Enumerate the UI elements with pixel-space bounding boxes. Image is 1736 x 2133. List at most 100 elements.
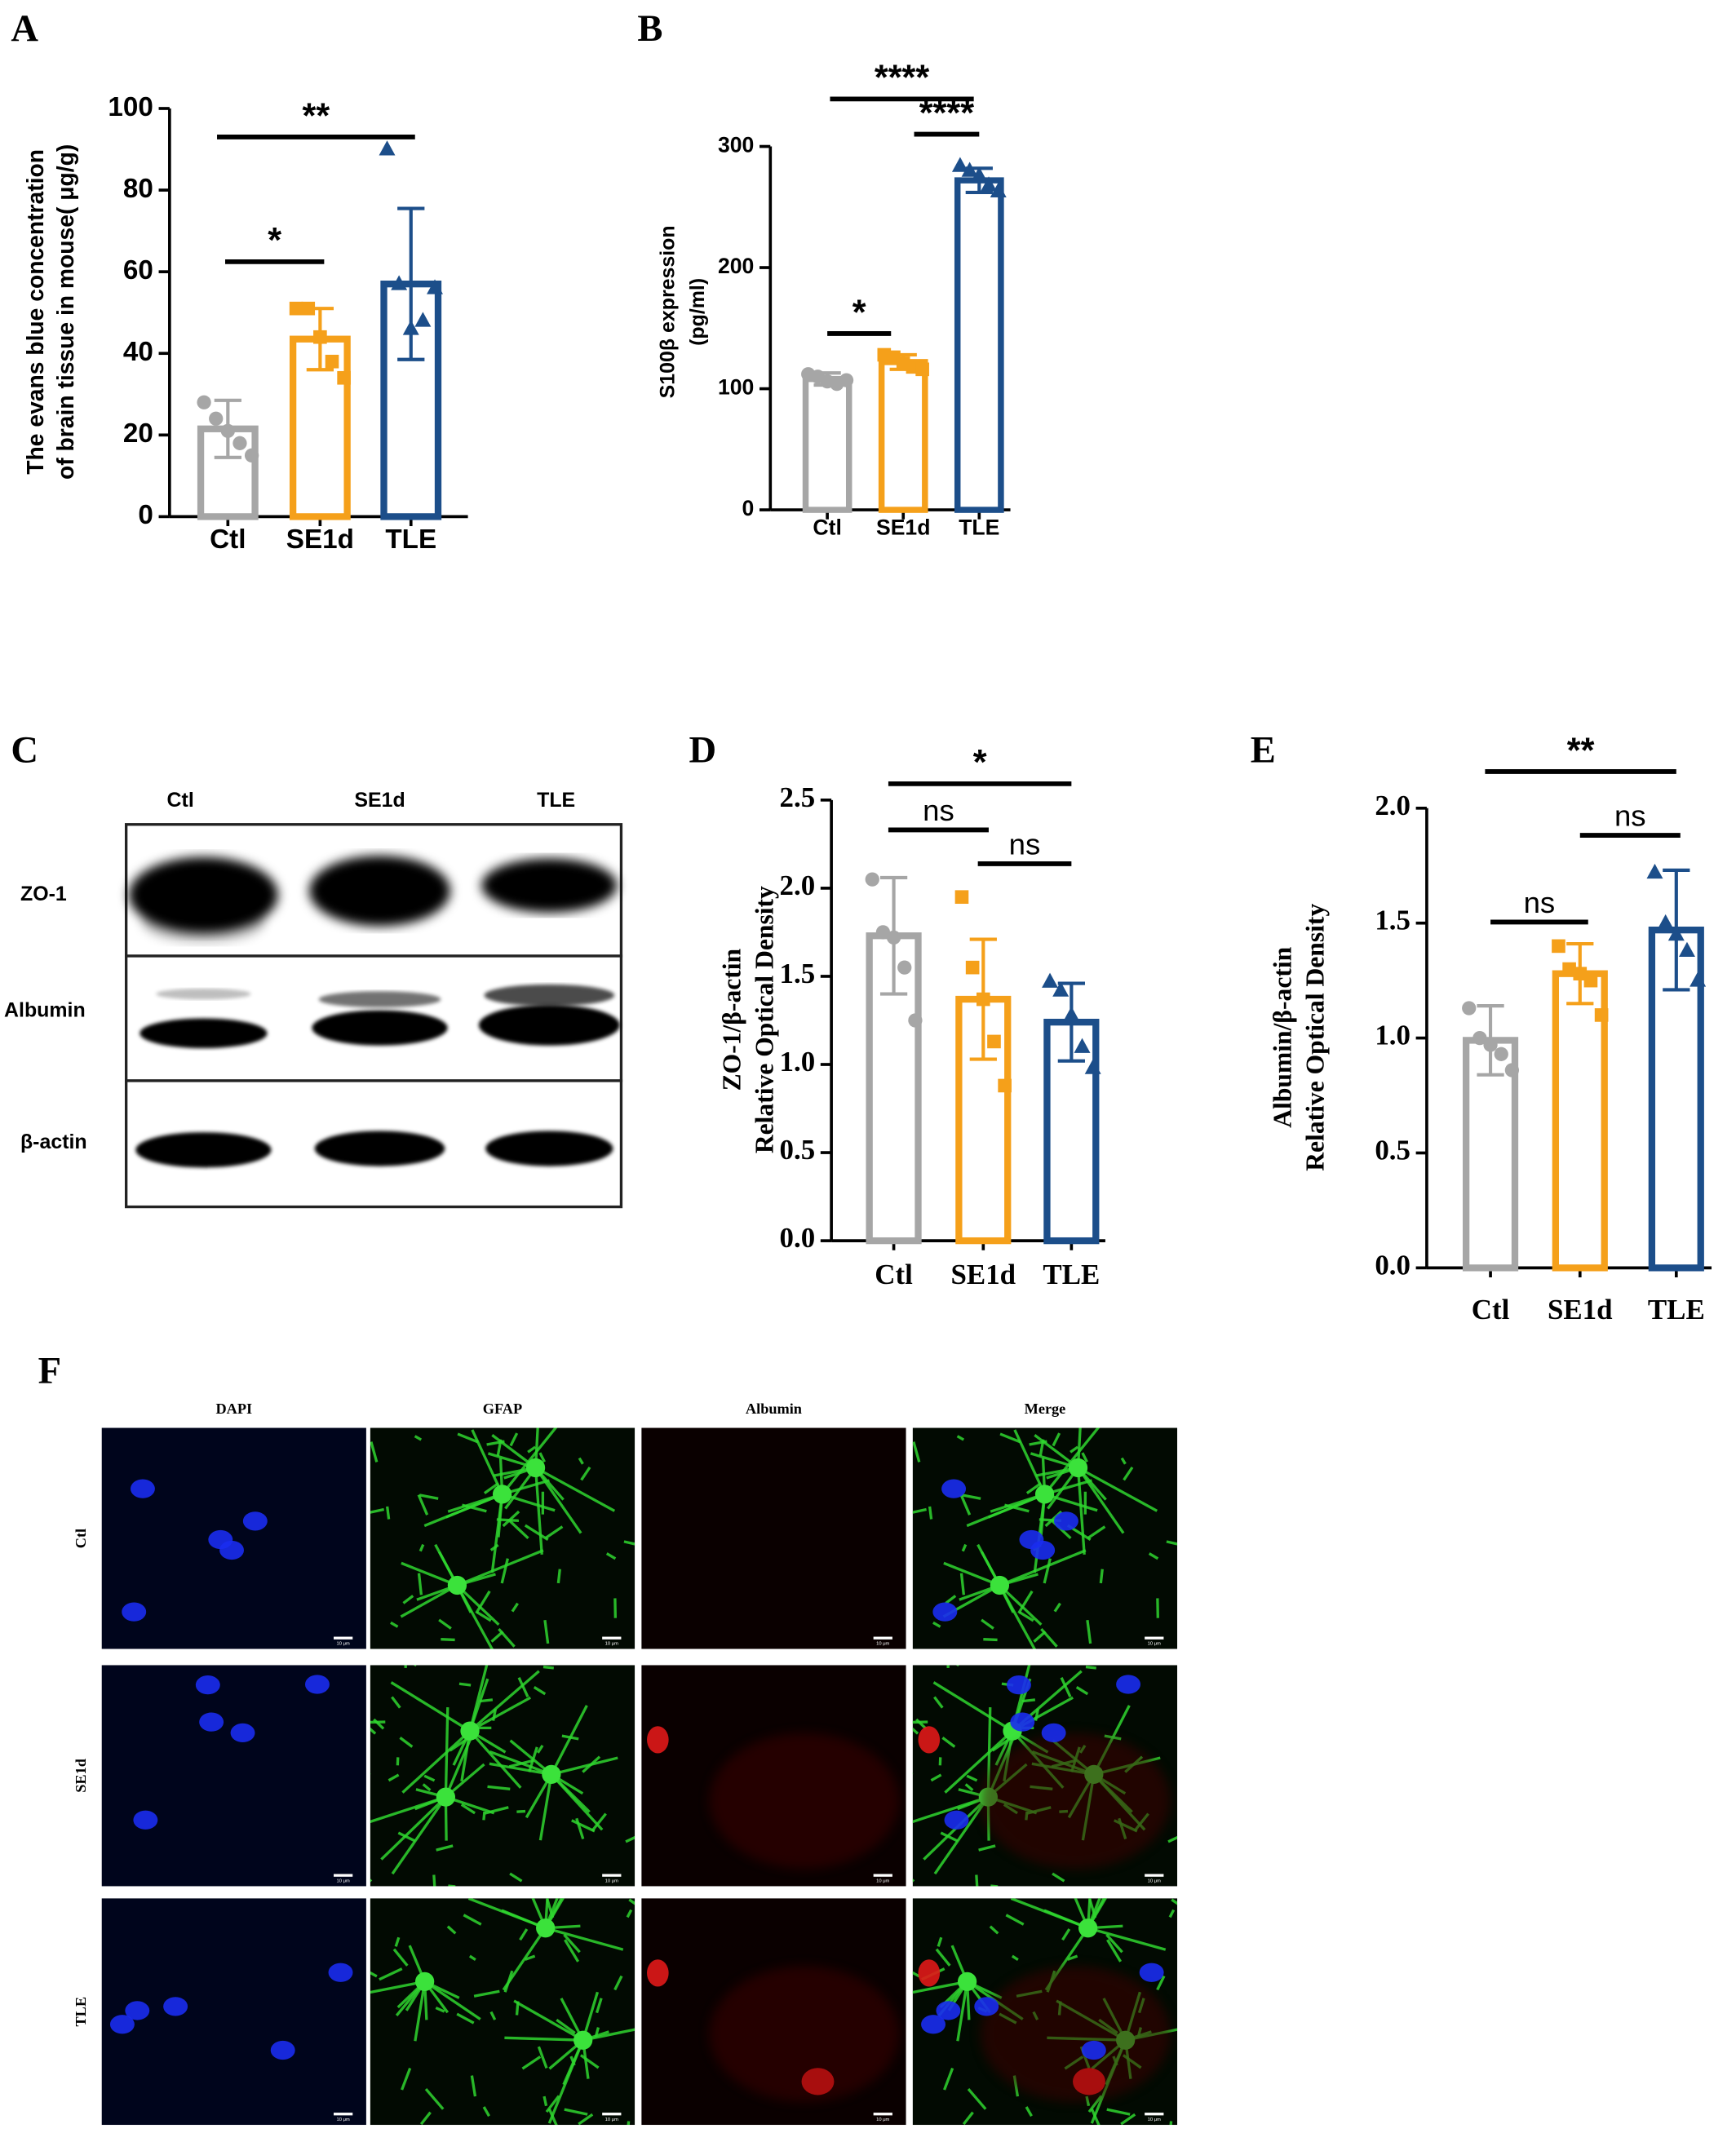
gfap-process xyxy=(967,2087,987,2110)
panel-letter: A xyxy=(11,8,38,50)
albumin-haze xyxy=(709,1733,900,1869)
gfap-process xyxy=(456,2012,475,2025)
gfap-process xyxy=(1166,1540,1178,1546)
gfap-process xyxy=(582,2028,636,2042)
blot-band xyxy=(318,991,441,1008)
data-point xyxy=(232,436,247,450)
gfap-process xyxy=(1067,1954,1078,1961)
gfap-process xyxy=(370,1507,385,1514)
gfap-process xyxy=(419,2111,432,2126)
data-point xyxy=(954,890,969,905)
scale-bar-label: 10 μm xyxy=(605,1879,618,1883)
gfap-process xyxy=(449,1737,468,1752)
micrograph-content xyxy=(647,1959,900,2102)
data-point xyxy=(1052,981,1070,997)
significance-label: * xyxy=(973,743,987,782)
row-label: SE1d xyxy=(73,1759,89,1793)
gfap-process xyxy=(390,1681,471,1733)
data-point xyxy=(961,162,978,177)
gfap-process xyxy=(456,1549,544,1587)
data-point xyxy=(1042,972,1059,988)
gfap-process xyxy=(991,1737,1011,1752)
micrograph-content xyxy=(370,1427,636,1649)
scale-bar xyxy=(873,1636,892,1640)
gfap-process xyxy=(370,1971,378,1978)
gfap-process xyxy=(417,1573,423,1595)
data-point xyxy=(1690,971,1707,987)
gfap-process xyxy=(468,1729,522,1789)
gfap-process xyxy=(422,1783,432,1791)
gfap-process xyxy=(1060,1677,1072,1698)
gfap-process xyxy=(418,1494,439,1500)
gfap-process xyxy=(473,1989,500,1998)
gfap-process xyxy=(550,1705,588,1776)
astrocyte-body xyxy=(460,1721,480,1741)
nucleus xyxy=(941,1479,967,1498)
data-point xyxy=(402,320,419,335)
scale-bar-label: 10 μm xyxy=(337,1642,350,1647)
astrocyte-body xyxy=(525,1458,546,1478)
albumin-haze xyxy=(980,1733,1171,1869)
nucleus xyxy=(122,1602,147,1622)
nucleus xyxy=(932,1602,958,1622)
gfap-process xyxy=(380,1795,447,1861)
gfap-process xyxy=(1120,1457,1127,1465)
data-point xyxy=(897,960,912,975)
gfap-process xyxy=(595,1998,603,2014)
micrograph-bg xyxy=(101,1665,366,1887)
gfap-process xyxy=(536,1744,544,1754)
scale-bar xyxy=(334,1636,353,1640)
data-point xyxy=(971,166,988,182)
data-point xyxy=(990,182,1007,197)
y-tick-label: 0.5 xyxy=(780,1134,816,1166)
blot-band xyxy=(481,858,618,913)
micrograph: 10 μm xyxy=(370,1427,636,1649)
bar xyxy=(954,177,1004,513)
gfap-process xyxy=(1168,1909,1176,1918)
blot-row-label: ZO-1 xyxy=(20,883,67,905)
gfap-process xyxy=(463,1914,482,1926)
x-tick-label: TLE xyxy=(959,515,999,539)
data-point xyxy=(865,872,879,887)
gfap-process xyxy=(1086,1619,1092,1644)
gfap-process xyxy=(531,1898,547,1929)
data-point xyxy=(244,448,259,462)
scale-bar xyxy=(1145,1636,1164,1640)
gfap-process xyxy=(940,1831,959,1843)
nucleus xyxy=(133,1810,158,1830)
gfap-process xyxy=(392,1948,409,1967)
blot-row-label: β-actin xyxy=(20,1131,87,1153)
micrograph-bg xyxy=(370,1427,636,1649)
blot-band xyxy=(314,1131,445,1166)
data-point xyxy=(1552,939,1566,954)
gfap-process xyxy=(542,2095,548,2107)
nucleus xyxy=(125,2001,150,2020)
albumin-signal xyxy=(918,1959,941,1987)
data-point xyxy=(981,176,997,192)
column-label: Albumin xyxy=(746,1401,802,1417)
gfap-process xyxy=(1156,1975,1166,1991)
gfap-process xyxy=(556,2018,576,2034)
gfap-process xyxy=(912,1772,914,1775)
gfap-process xyxy=(578,2113,594,2126)
gfap-process xyxy=(582,1755,601,1773)
panel-letter: B xyxy=(637,8,662,50)
gfap-process xyxy=(500,1558,509,1584)
gfap-process xyxy=(937,1936,943,1947)
gfap-process xyxy=(1085,1665,1096,1670)
gfap-process xyxy=(444,1707,450,1798)
gfap-process xyxy=(1021,1698,1036,1703)
micrograph: 10 μm xyxy=(912,1427,1178,1649)
gfap-process xyxy=(1040,1627,1058,1648)
data-point xyxy=(301,301,316,316)
nucleus xyxy=(304,1675,330,1694)
nucleus xyxy=(1010,1712,1035,1732)
gfap-process xyxy=(456,1584,500,1626)
scale-bar xyxy=(873,2113,892,2116)
nucleus xyxy=(195,1675,220,1695)
gfap-process xyxy=(935,1948,951,1967)
blot-band xyxy=(478,1004,620,1046)
gfap-process xyxy=(489,1543,499,1551)
data-point xyxy=(976,992,990,1007)
